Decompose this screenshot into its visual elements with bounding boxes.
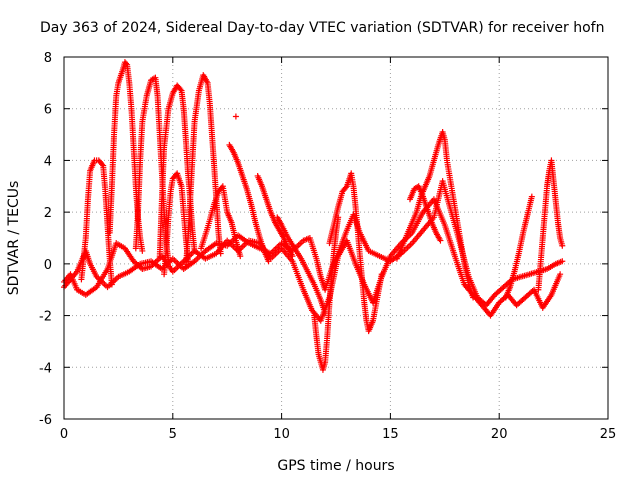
y-tick-label: 6 — [44, 103, 52, 118]
y-axis-label: SDTVAR / TECUs — [6, 181, 22, 296]
data-point — [378, 271, 385, 278]
data-point — [139, 247, 146, 254]
data-point — [342, 184, 349, 191]
series-dip-12h — [311, 214, 342, 373]
series-peak-arc-5 — [182, 72, 224, 270]
data-point — [559, 242, 566, 249]
chart-title: Day 363 of 2024, Sidereal Day-to-day VTE… — [40, 20, 604, 36]
x-tick-label: 5 — [169, 427, 177, 442]
series-peak-arc-1 — [78, 157, 115, 288]
data-point — [437, 237, 444, 244]
data-point — [237, 253, 244, 260]
series-peak-arc-6 — [161, 170, 192, 278]
series-outlier — [232, 113, 239, 120]
data-point — [99, 161, 106, 168]
x-tick-label: 20 — [491, 427, 508, 442]
y-tick-label: 8 — [44, 51, 52, 66]
y-tick-label: 4 — [44, 154, 52, 169]
data-point — [217, 250, 224, 257]
x-tick-labels: 0 5 10 15 20 25 — [60, 427, 616, 442]
series-arc-13h — [326, 170, 385, 335]
data-point — [191, 247, 198, 254]
x-tick-label: 10 — [273, 427, 290, 442]
data-point — [559, 258, 566, 265]
x-tick-label: 15 — [382, 427, 399, 442]
data-point — [123, 60, 130, 67]
y-tick-label: -2 — [39, 310, 52, 325]
x-tick-label: 0 — [60, 427, 68, 442]
data-point — [557, 271, 564, 278]
series-arc-22h — [535, 157, 566, 293]
data-point — [232, 113, 239, 120]
data-point — [108, 281, 115, 288]
series-arc-17h-b — [406, 183, 444, 244]
series-drift-4 — [274, 214, 329, 316]
data-series — [61, 59, 566, 373]
data-point — [177, 86, 184, 93]
plot-frame — [63, 56, 609, 420]
y-tick-label: 2 — [44, 206, 52, 221]
data-point — [289, 253, 296, 260]
y-tick-label: 0 — [44, 258, 52, 273]
series-rise-21h — [502, 193, 535, 301]
series-drift-1 — [198, 183, 244, 260]
y-tick-label: -6 — [39, 413, 52, 428]
axis-ticks — [63, 56, 609, 420]
data-point — [265, 258, 272, 265]
x-axis-label: GPS time / hours — [277, 458, 394, 474]
data-point — [470, 294, 477, 301]
y-tick-labels: -6 -4 -2 0 2 4 6 8 — [39, 51, 52, 428]
data-point — [528, 193, 535, 200]
x-tick-label: 25 — [600, 427, 617, 442]
y-tick-label: -4 — [39, 361, 52, 376]
series-drift-2 — [226, 141, 272, 265]
data-point — [185, 258, 192, 265]
